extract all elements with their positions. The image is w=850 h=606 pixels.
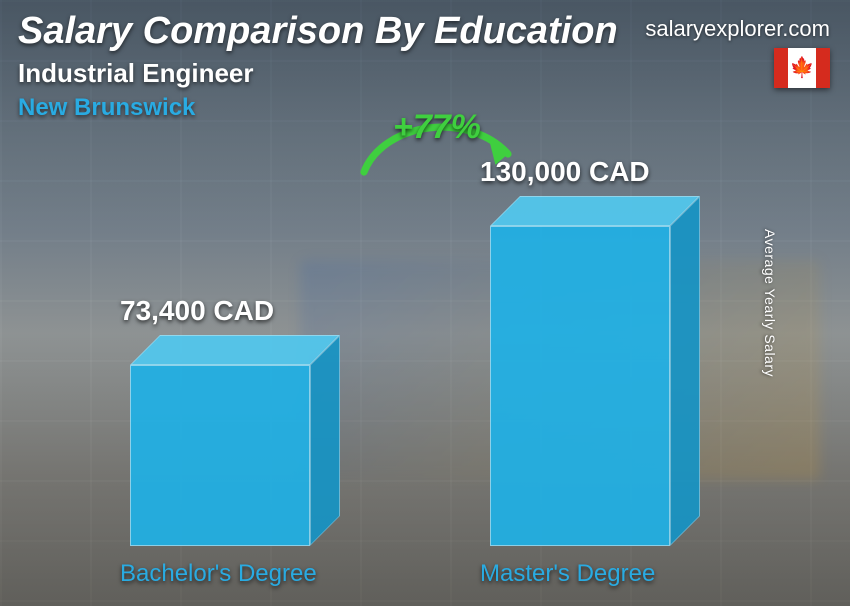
bar-front-face bbox=[130, 365, 310, 546]
bar-top-face bbox=[490, 196, 700, 226]
category-label-bachelors: Bachelor's Degree bbox=[120, 560, 317, 588]
infographic-stage: Salary Comparison By Education Industria… bbox=[0, 0, 850, 606]
bar-side-face bbox=[310, 335, 340, 546]
chart-area: 73,400 CAD Bachelor's Degree 130,000 CAD… bbox=[0, 0, 850, 606]
value-label-bachelors: 73,400 CAD bbox=[120, 295, 274, 327]
bar-masters bbox=[490, 226, 670, 546]
bar-side-face bbox=[670, 196, 700, 546]
category-label-masters: Master's Degree bbox=[480, 560, 655, 588]
bar-bachelors bbox=[130, 365, 310, 546]
bar-front-face bbox=[490, 226, 670, 546]
bar-top-face bbox=[130, 335, 340, 365]
delta-percent: +77% bbox=[393, 108, 481, 147]
